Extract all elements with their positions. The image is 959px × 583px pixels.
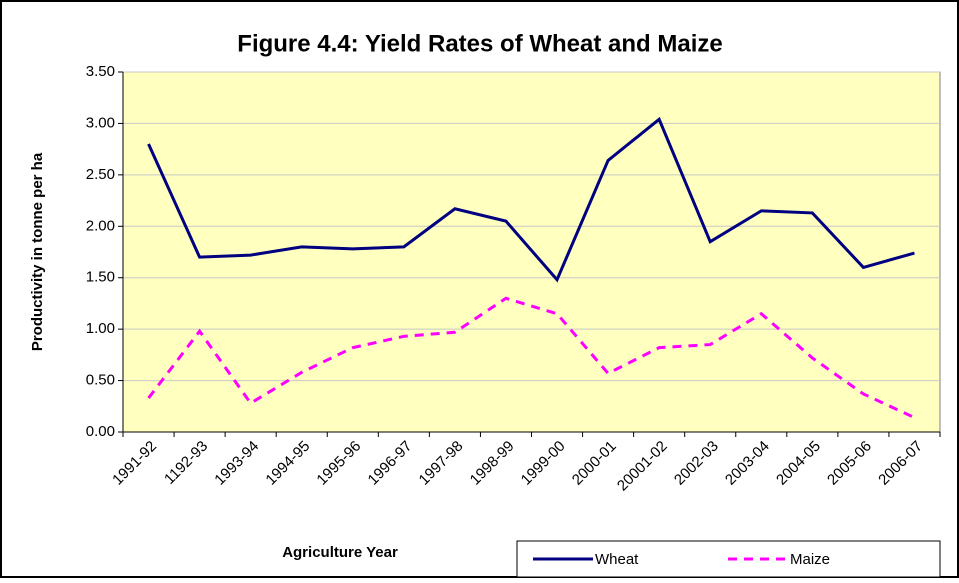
line-wheat bbox=[147, 116, 915, 283]
y-axis-label: Productivity in tonne per ha bbox=[29, 152, 46, 351]
legend-label: Maize bbox=[790, 551, 830, 568]
legend: Wheat Maize bbox=[516, 540, 941, 578]
y-tick-label: 0.50 bbox=[86, 372, 115, 389]
y-tick-label: 1.50 bbox=[86, 269, 115, 286]
y-tick-label: 2.00 bbox=[86, 217, 115, 234]
chart-title: Figure 4.4: Yield Rates of Wheat and Mai… bbox=[237, 30, 722, 57]
legend-label: Wheat bbox=[595, 551, 639, 568]
y-tick-label: 2.50 bbox=[86, 166, 115, 183]
x-axis-label: Agriculture Year bbox=[282, 544, 398, 561]
y-tick-label: 1.00 bbox=[86, 320, 115, 337]
line-maize bbox=[147, 296, 916, 419]
y-tick-label: 3.50 bbox=[86, 63, 115, 80]
y-tick-label: 0.00 bbox=[86, 423, 115, 440]
y-tick-label: 3.00 bbox=[86, 114, 115, 131]
